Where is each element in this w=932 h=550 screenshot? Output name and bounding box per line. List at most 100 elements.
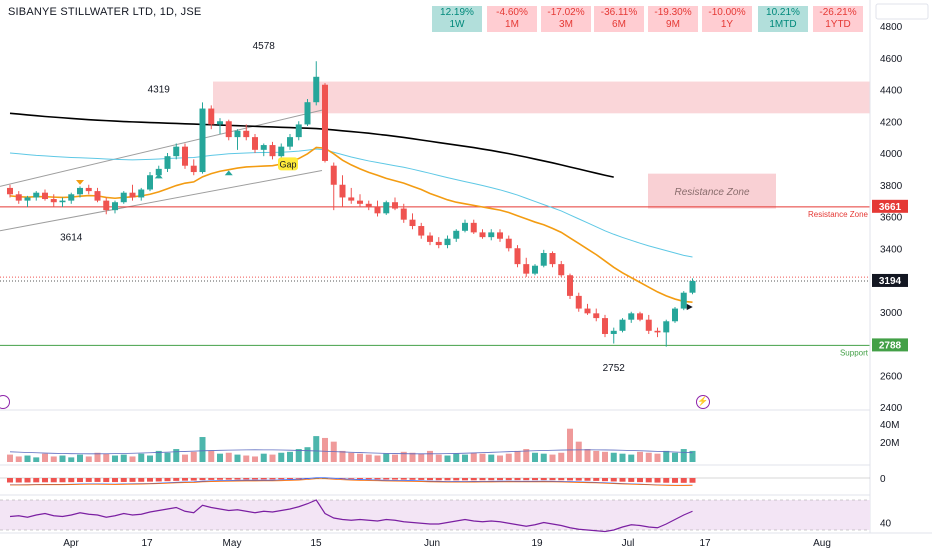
candle-body	[77, 187, 83, 195]
macd-histogram-bar	[654, 478, 661, 483]
volume-bar	[94, 452, 101, 462]
candle-body	[435, 241, 442, 246]
candle-body	[129, 192, 136, 198]
candle-body	[68, 194, 75, 201]
sma-slow-line	[9, 112, 614, 178]
candle-body	[602, 318, 608, 334]
volume-bar	[365, 454, 372, 462]
current-price-label-bg	[872, 273, 908, 287]
candle-body	[672, 308, 678, 322]
macd-histogram-bar	[549, 478, 556, 481]
macd-histogram-bar	[584, 478, 591, 481]
volume-bar	[488, 454, 495, 462]
volume-bar	[147, 455, 153, 462]
x-tick-label: 15	[310, 538, 322, 549]
macd-histogram-bar	[234, 478, 241, 480]
volume-bar	[400, 451, 407, 462]
volume-bar	[173, 449, 180, 462]
candle-body	[330, 165, 337, 185]
macd-histogram-bar	[24, 478, 31, 483]
candle-body	[138, 189, 145, 198]
volume-bar	[59, 455, 66, 462]
volume-bar	[120, 454, 127, 462]
candle-body	[567, 275, 573, 296]
volume-bar	[479, 453, 486, 462]
macd-histogram-bar	[77, 478, 83, 483]
supply-zone-box	[213, 81, 870, 114]
low-label: 3614	[60, 232, 83, 243]
volume-bar	[138, 453, 145, 462]
lightning-icon[interactable]: ⚡	[696, 395, 710, 409]
candle-body	[348, 197, 355, 201]
left-indicator-icon[interactable]	[0, 395, 10, 409]
candle-body	[628, 313, 635, 320]
volume-bar	[339, 450, 346, 462]
macd-histogram-bar	[138, 478, 145, 482]
candle-body	[593, 313, 600, 319]
candle-body	[199, 108, 206, 173]
candle-body	[173, 146, 180, 157]
volume-bar	[593, 450, 600, 462]
macd-histogram-bar	[540, 478, 547, 481]
y-tick-label: 4800	[880, 22, 903, 33]
peak-label: 4319	[148, 84, 171, 95]
candle-body	[584, 308, 591, 314]
candle-body	[42, 192, 48, 200]
macd-histogram-bar	[243, 478, 250, 480]
macd-histogram-bar	[357, 478, 363, 480]
volume-bar	[278, 452, 285, 462]
volume-bar	[374, 455, 381, 462]
macd-histogram-bar	[42, 478, 48, 483]
resistance-zone-box-label: Resistance Zone	[674, 187, 749, 198]
macd-histogram-bar	[85, 478, 92, 482]
candle-body	[103, 200, 110, 211]
current-price-label: 3194	[879, 276, 902, 287]
macd-histogram-bar	[59, 478, 66, 483]
candle-body	[7, 187, 13, 195]
volume-bar	[15, 456, 22, 462]
macd-histogram-bar	[444, 478, 451, 481]
perf-box-3m: -17.02% 3M	[541, 6, 591, 32]
macd-histogram-bar	[462, 478, 468, 481]
candle-body	[208, 108, 215, 125]
candle-body	[619, 319, 626, 331]
candle-body	[540, 253, 547, 266]
macd-histogram-bar	[33, 478, 40, 483]
x-tick-label: Aug	[813, 538, 831, 549]
rsi-band	[0, 500, 870, 530]
up-arrow-marker	[154, 173, 163, 179]
volume-bar	[24, 455, 31, 462]
resistance-zone-box	[648, 173, 776, 209]
macd-histogram-bar	[628, 478, 635, 482]
candle-body	[392, 202, 398, 209]
volume-bar	[497, 455, 503, 462]
macd-histogram-bar	[68, 478, 75, 483]
candle-body	[479, 232, 486, 238]
volume-bar	[523, 449, 530, 462]
y-tick-label: 4400	[880, 86, 903, 97]
up-arrow-marker	[224, 170, 233, 176]
candle-body	[269, 145, 276, 157]
macd-histogram-bar	[523, 478, 530, 481]
macd-histogram-bar	[287, 478, 293, 480]
volume-bar	[514, 450, 521, 462]
volume-bar	[427, 450, 433, 462]
candle-body	[243, 130, 250, 138]
perf-box-9m: -19.30% 9M	[648, 6, 698, 32]
candle-body	[164, 156, 171, 169]
volume-bar	[129, 456, 136, 462]
perf-box-1ytd: -26.21% 1YTD	[813, 6, 863, 32]
candle-body	[217, 121, 223, 125]
candle-body	[558, 264, 565, 276]
macd-histogram-bar	[558, 478, 565, 481]
candle-body	[94, 191, 101, 201]
candle-body	[278, 146, 285, 157]
macd-histogram-bar	[50, 478, 57, 483]
volume-bar	[453, 453, 460, 462]
x-tick-label: Jun	[424, 538, 440, 549]
rsi-tick-label: 40	[880, 519, 892, 530]
x-tick-label: Apr	[63, 538, 79, 549]
volume-bar	[295, 449, 302, 462]
